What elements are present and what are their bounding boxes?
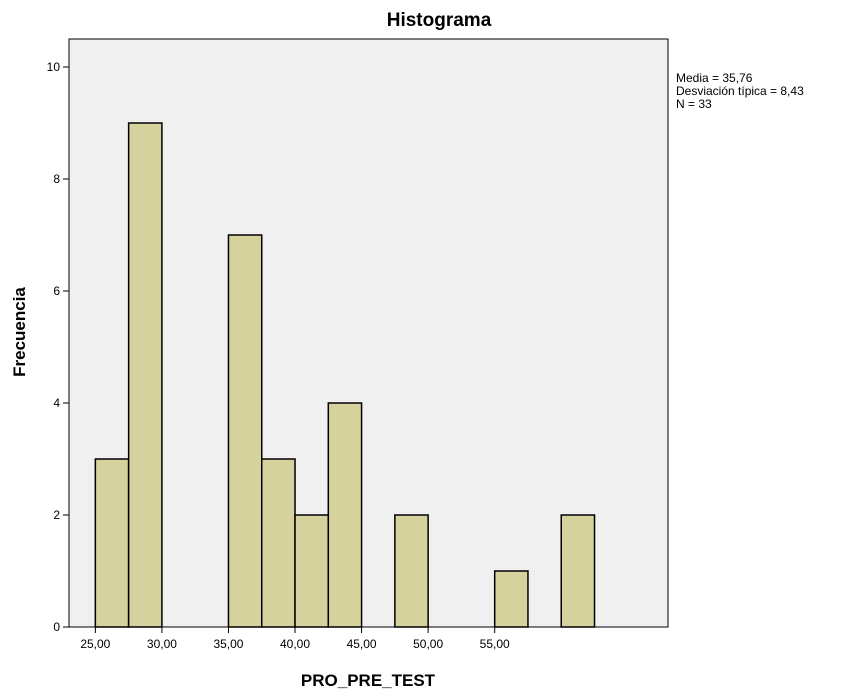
histogram-bar — [560, 514, 596, 628]
x-tick-label: 30,00 — [147, 637, 177, 651]
y-tick-label: 6 — [53, 284, 60, 298]
x-tick-label: 40,00 — [280, 637, 310, 651]
histogram-bar — [260, 458, 296, 628]
stats-n: N = 33 — [676, 97, 712, 111]
histogram-bar — [127, 122, 163, 628]
x-axis: 25,00 30,00 35,00 40,00 45,00 50,00 55,00 — [80, 627, 510, 651]
y-tick-label: 10 — [47, 60, 61, 74]
y-tick-label: 0 — [53, 620, 60, 634]
histogram-bar — [227, 234, 263, 628]
x-tick-label: 45,00 — [347, 637, 377, 651]
stats-std-dev: Desviación típica = 8,43 — [676, 84, 804, 98]
histogram-bar — [327, 402, 363, 628]
chart-title: Histograma — [387, 10, 492, 31]
histogram-bar — [493, 570, 529, 628]
histogram-bar — [94, 458, 130, 628]
x-tick-label: 50,00 — [413, 637, 443, 651]
histogram-bar — [394, 514, 429, 628]
plot-frame — [68, 38, 669, 628]
bars-group — [94, 122, 596, 628]
x-tick-label: 35,00 — [213, 637, 243, 651]
y-axis: 0 2 4 6 8 10 — [47, 60, 69, 634]
x-tick-label: 25,00 — [80, 637, 110, 651]
y-tick-label: 2 — [53, 508, 60, 522]
y-tick-label: 4 — [53, 396, 60, 410]
y-axis-label: Frecuencia — [10, 287, 29, 377]
x-tick-label: 55,00 — [480, 637, 510, 651]
histogram-bar — [294, 514, 330, 628]
stats-box: Media = 35,76 Desviación típica = 8,43 N… — [676, 71, 804, 111]
x-axis-label: PRO_PRE_TEST — [301, 671, 436, 690]
stats-mean: Media = 35,76 — [676, 71, 753, 85]
y-tick-label: 8 — [53, 172, 60, 186]
